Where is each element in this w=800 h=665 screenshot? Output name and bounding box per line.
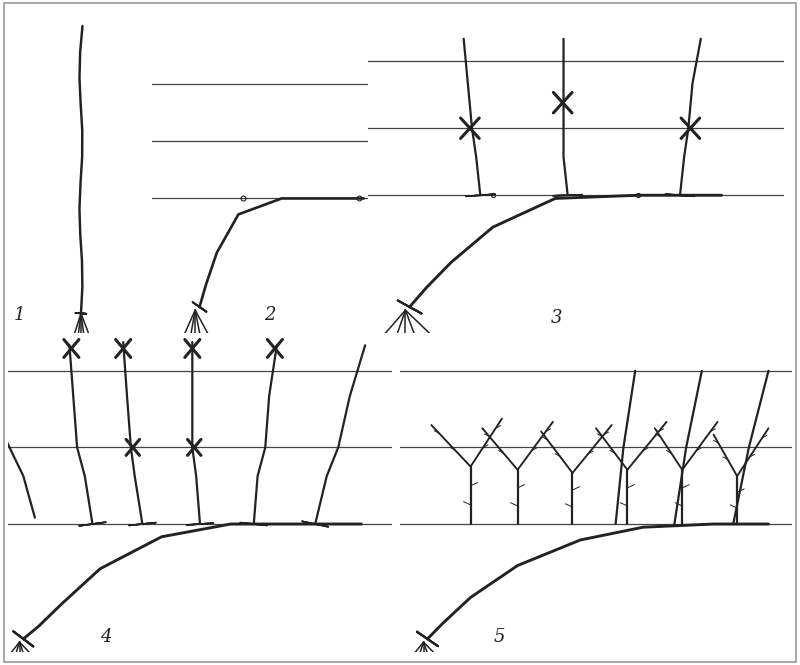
Text: 2: 2 xyxy=(264,306,276,324)
Text: 3: 3 xyxy=(551,309,562,327)
Text: 4: 4 xyxy=(100,628,112,646)
Text: 5: 5 xyxy=(494,628,506,646)
Text: 1: 1 xyxy=(14,306,26,324)
